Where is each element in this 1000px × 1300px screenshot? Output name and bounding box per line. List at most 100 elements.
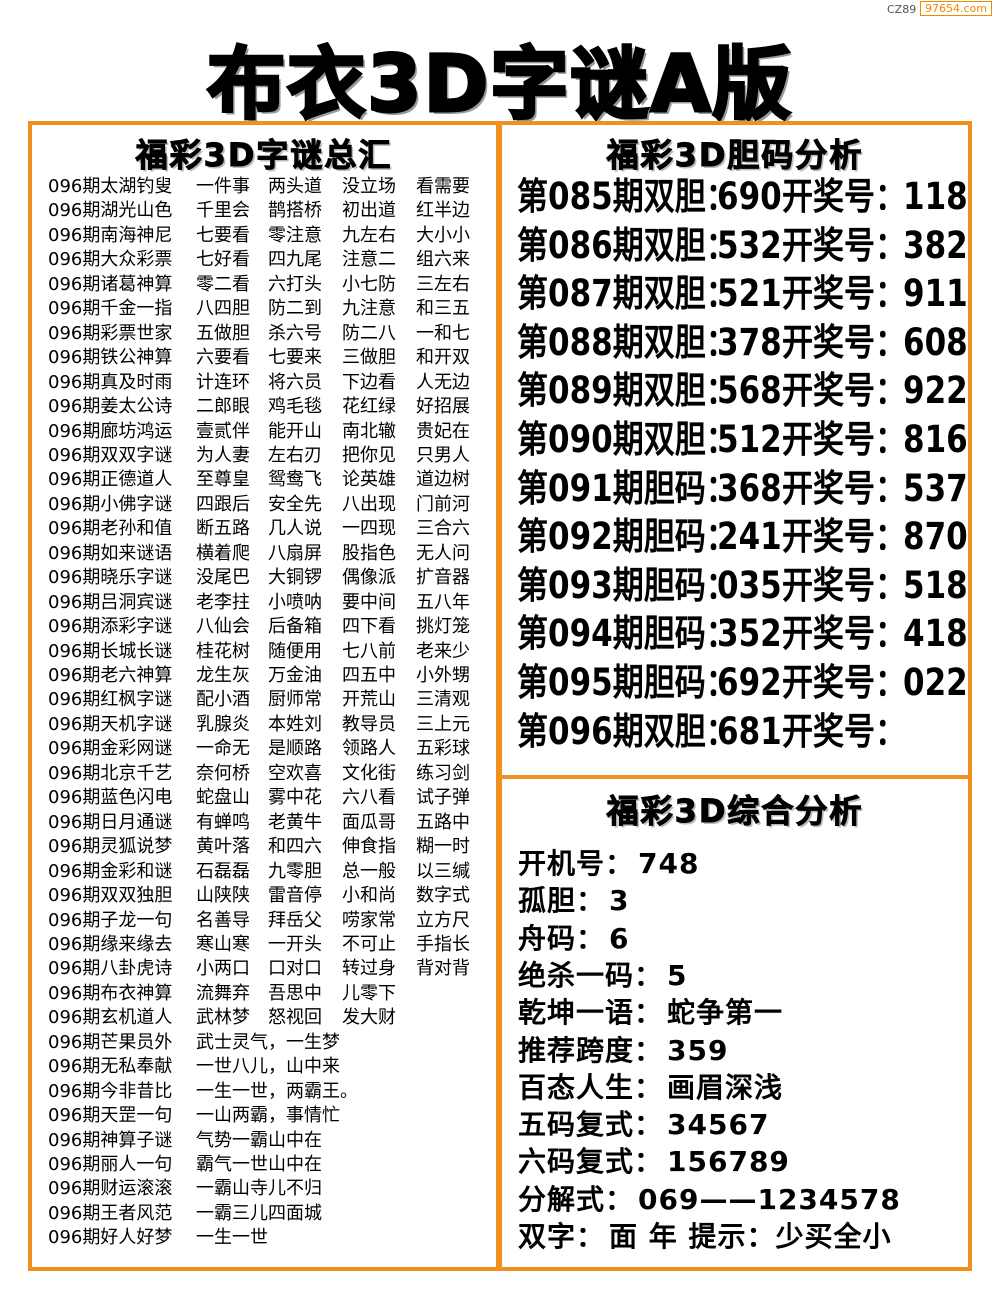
riddle-source: 096期玄机道人 <box>48 1007 173 1029</box>
prize-value: 870 <box>903 515 968 559</box>
riddle-clue: 黄叶落 <box>196 836 250 858</box>
prize-value: 118 <box>903 175 968 219</box>
bile-value: 568 <box>717 369 782 413</box>
bile-value: 692 <box>717 661 782 705</box>
bile-label: 第091期胆码： <box>517 466 737 511</box>
riddle-clue: 练习剑 <box>416 762 470 784</box>
riddle-clue: 怒视回 <box>268 1007 322 1029</box>
prize-value: 608 <box>903 321 968 365</box>
riddle-clue: 以三缄 <box>416 860 470 882</box>
riddle-clue: 蛇盘山 <box>196 787 250 809</box>
riddle-source: 096期好人好梦 <box>48 1227 173 1249</box>
riddle-clue: 至尊皇 <box>196 469 250 491</box>
riddle-clue: 左右刃 <box>268 444 322 466</box>
riddle-clue: 鸳鸯飞 <box>268 469 322 491</box>
riddles-title: 福彩3D字谜总汇 <box>135 136 393 175</box>
riddle-clue: 大铜锣 <box>268 567 322 589</box>
riddle-clue: 唠家常 <box>342 909 396 931</box>
riddle-clue: 没立场 <box>342 176 396 197</box>
riddle-clue: 儿零下 <box>342 982 396 1004</box>
riddle-source: 096期丽人一句 <box>48 1154 173 1175</box>
summary-title: 福彩3D综合分析 <box>606 792 864 831</box>
riddle-clue: 八扇屏 <box>268 542 322 564</box>
summary-value: 069——1234578 <box>638 1182 901 1216</box>
watermark-code: CZ89 <box>887 3 917 16</box>
riddle-clue: 随便用 <box>268 640 322 662</box>
riddle-clue: 一霸山寺儿不归 <box>196 1178 322 1200</box>
riddle-clue: 糊一时 <box>416 836 470 858</box>
riddle-clue: 是顺路 <box>268 738 322 760</box>
riddle-clue: 伸食指 <box>342 836 396 858</box>
riddle-clue: 厨师常 <box>268 689 322 711</box>
bile-value: 512 <box>717 418 782 462</box>
prize-label: 开奖号： <box>782 321 906 365</box>
riddle-source: 096期天罡一句 <box>48 1105 173 1127</box>
riddle-clue: 桂花树 <box>196 640 250 662</box>
prize-value: 911 <box>903 272 968 316</box>
riddle-clue: 六要看 <box>196 347 250 369</box>
riddle-clue: 四跟后 <box>196 493 250 515</box>
riddle-source: 096期添彩字谜 <box>48 616 173 638</box>
riddle-clue: 一和七 <box>416 322 470 344</box>
riddle-clue: 一开头 <box>268 933 322 955</box>
prize-label: 开奖号： <box>782 418 906 462</box>
riddle-clue: 挑灯笼 <box>416 616 470 638</box>
bile-value: 532 <box>717 223 782 268</box>
riddle-source: 096期金彩和谜 <box>48 860 173 882</box>
riddle-clue: 只男人 <box>416 444 470 466</box>
riddle-clue: 四九尾 <box>268 249 322 271</box>
prize-value: 382 <box>903 223 968 268</box>
riddle-clue: 有蝉鸣 <box>196 811 250 833</box>
riddle-source: 096期今非昔比 <box>48 1080 173 1102</box>
riddle-clue: 初出道 <box>342 200 396 222</box>
riddle-source: 096期布衣神算 <box>48 982 173 1004</box>
riddle-clue: 一件事 <box>196 176 250 197</box>
bile-value: 035 <box>717 564 782 608</box>
bile-label: 第093期胆码： <box>517 564 737 608</box>
bile-value: 378 <box>717 321 782 365</box>
riddle-clue: 文化街 <box>342 762 396 784</box>
prize-value: 518 <box>903 564 968 608</box>
riddle-source: 096期金彩网谜 <box>48 738 173 760</box>
riddle-source: 096期八卦虎诗 <box>48 958 173 980</box>
summary-value: 蛇争第一 <box>667 996 784 1030</box>
riddle-clue: 本姓刘 <box>268 713 322 735</box>
riddle-clue: 万金油 <box>268 665 322 686</box>
riddle-clue: 雷音停 <box>268 885 322 907</box>
riddle-clue: 为人妻 <box>196 444 250 466</box>
prize-value: 418 <box>903 612 968 656</box>
prize-label: 开奖号： <box>782 369 906 413</box>
summary-value: 359 <box>667 1033 729 1067</box>
riddle-clue: 小外甥 <box>416 665 470 686</box>
riddle-source: 096期晓乐字谜 <box>48 567 173 589</box>
riddle-source: 096期诸葛神算 <box>48 273 173 295</box>
riddle-source: 096期双双独胆 <box>48 885 173 907</box>
riddle-clue: 雾中花 <box>268 787 322 809</box>
riddle-clue: 二郎眼 <box>196 396 250 418</box>
summary-label: 开机号： <box>518 847 635 880</box>
riddle-clue: 寒山寒 <box>196 933 250 955</box>
bile-value: 241 <box>717 515 782 559</box>
riddle-clue: 杀六号 <box>268 322 322 344</box>
bile-value: 521 <box>717 272 782 316</box>
riddle-clue: 吾思中 <box>268 982 322 1004</box>
riddle-clue: 武士灵气，一生梦 <box>196 1031 340 1053</box>
riddle-clue: 两头道 <box>268 176 322 197</box>
watermark-site: 97654.com <box>920 1 992 16</box>
riddle-clue: 无人问 <box>416 542 470 564</box>
riddle-clue: 一生一世，两霸王。 <box>196 1080 358 1102</box>
prize-value: 816 <box>903 418 968 462</box>
riddle-clue: 三左右 <box>416 273 470 295</box>
riddle-clue: 鹊搭桥 <box>268 200 322 222</box>
riddle-clue: 和开双 <box>416 347 470 369</box>
riddle-clue: 三清观 <box>416 689 470 711</box>
bile-value: 352 <box>717 612 782 656</box>
riddle-clue: 门前河 <box>416 493 470 515</box>
riddle-clue: 五八年 <box>416 591 470 613</box>
riddle-source: 096期千金一指 <box>48 298 173 320</box>
riddle-clue: 人无边 <box>416 371 470 393</box>
riddle-clue: 一生一世 <box>196 1227 268 1249</box>
riddle-source: 096期湖光山色 <box>48 200 173 222</box>
riddle-clue: 数字式 <box>416 885 470 907</box>
riddle-clue: 奈何桥 <box>196 762 250 784</box>
